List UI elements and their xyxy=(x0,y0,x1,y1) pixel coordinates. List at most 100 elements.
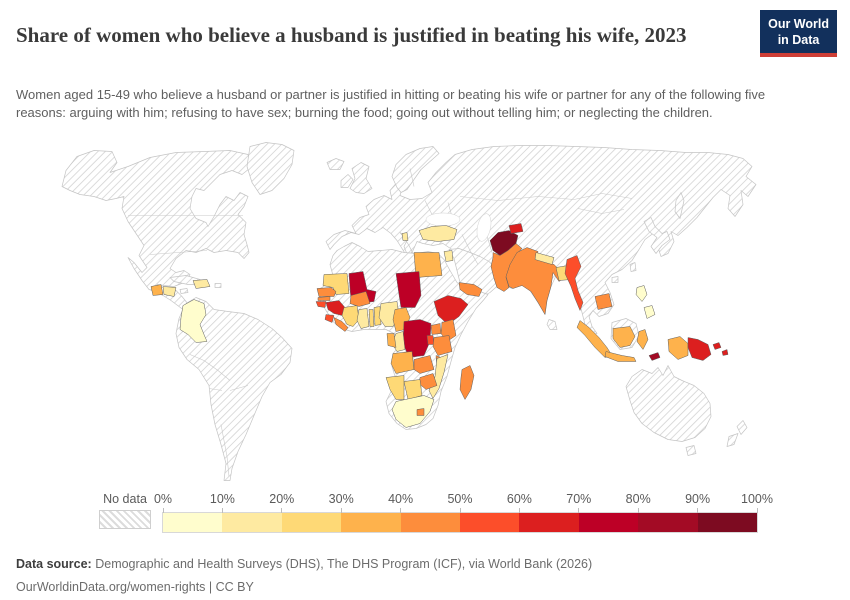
country-myanmar[interactable] xyxy=(564,255,584,311)
legend-tick-label: 70% xyxy=(566,492,592,506)
landmass-ireland xyxy=(340,174,354,188)
country-haiti[interactable] xyxy=(192,279,211,289)
no-data-label: No data xyxy=(103,492,147,506)
legend-tick-label: 40% xyxy=(388,492,414,506)
legend-bin-90%-100%[interactable] xyxy=(697,513,758,532)
country-indonesia-papua[interactable] xyxy=(667,336,689,360)
country-namibia[interactable] xyxy=(385,375,405,400)
landmass-north-america xyxy=(61,150,253,320)
landmass-puerto-rico xyxy=(214,283,222,288)
country-indonesia-java[interactable] xyxy=(604,351,637,362)
legend-tick-mark xyxy=(221,508,223,513)
country-guatemala[interactable] xyxy=(150,284,164,296)
country-lesotho[interactable] xyxy=(416,408,425,416)
country-chad[interactable] xyxy=(395,271,422,308)
landmass-tasmania xyxy=(685,445,697,456)
country-liberia[interactable] xyxy=(333,317,349,332)
country-honduras[interactable] xyxy=(162,286,177,297)
country-nepal[interactable] xyxy=(534,252,555,265)
country-png-bougainville[interactable] xyxy=(721,349,729,356)
country-cambodia[interactable] xyxy=(594,293,613,310)
legend-tick-mark xyxy=(281,508,283,513)
chart-subtitle: Women aged 15-49 who believe a husband o… xyxy=(16,87,766,121)
legend-tick-label: 10% xyxy=(209,492,235,506)
legend-tick-mark xyxy=(578,508,580,513)
country-botswana[interactable] xyxy=(403,379,423,400)
legend-bin-50%-60%[interactable] xyxy=(460,513,520,532)
country-mauritania[interactable] xyxy=(322,273,350,295)
country-egypt[interactable] xyxy=(413,252,443,278)
caspian-sea xyxy=(476,213,492,242)
country-senegal[interactable] xyxy=(316,287,337,297)
landmass-japan xyxy=(643,217,671,254)
legend-bin-20%-30%[interactable] xyxy=(281,513,342,532)
country-turkey[interactable] xyxy=(418,225,458,242)
country-indonesia-sulawesi[interactable] xyxy=(636,329,649,350)
country-uganda[interactable] xyxy=(430,323,442,335)
legend-tick-mark xyxy=(697,508,699,513)
page-title: Share of women who believe a husband is … xyxy=(16,23,687,48)
landmass-australia xyxy=(625,365,712,442)
country-guinea-bissau[interactable] xyxy=(315,301,327,308)
legend-bin-40%-50%[interactable] xyxy=(400,513,461,532)
country-burkina-faso[interactable] xyxy=(349,291,371,307)
legend-tick-label: 20% xyxy=(269,492,295,506)
legend-color-bar xyxy=(162,508,758,533)
country-ghana[interactable] xyxy=(356,308,370,329)
country-gambia[interactable] xyxy=(317,296,331,301)
landmass-sakhalin xyxy=(674,192,685,219)
country-zambia[interactable] xyxy=(413,355,435,374)
country-benin[interactable] xyxy=(373,306,382,326)
world-map-svg xyxy=(61,142,757,481)
country-png-new-britain[interactable] xyxy=(712,342,722,350)
no-data-swatch[interactable] xyxy=(99,510,151,529)
landmass-greenland xyxy=(246,142,295,195)
landmass-jamaica xyxy=(179,288,189,294)
country-albania[interactable] xyxy=(401,232,409,241)
country-philippines-luzon[interactable] xyxy=(635,285,648,302)
legend-tick-mark xyxy=(162,508,164,513)
country-timor-leste[interactable] xyxy=(648,352,661,361)
owid-logo[interactable]: Our World in Data xyxy=(760,10,837,57)
country-togo[interactable] xyxy=(368,309,375,327)
country-gabon[interactable] xyxy=(386,333,397,348)
legend-bin-0%-10%[interactable] xyxy=(163,513,223,532)
legend-bin-70%-80%[interactable] xyxy=(578,513,639,532)
no-data-legend: No data xyxy=(99,492,151,529)
license-line[interactable]: OurWorldinData.org/women-rights | CC BY xyxy=(16,579,254,594)
country-jordan[interactable] xyxy=(443,250,454,262)
black-sea xyxy=(425,212,461,227)
legend-tick-label: 30% xyxy=(328,492,354,506)
landmass-britain xyxy=(349,162,373,194)
landmass-south-america xyxy=(175,297,293,481)
logo-line-2: in Data xyxy=(777,33,820,48)
legend-bin-10%-20%[interactable] xyxy=(222,513,282,532)
country-tanzania[interactable] xyxy=(432,335,453,356)
country-tajikistan[interactable] xyxy=(508,223,524,234)
country-rwanda-burundi[interactable] xyxy=(426,335,435,345)
country-philippines-mindanao[interactable] xyxy=(643,305,656,319)
world-map xyxy=(0,138,850,494)
legend-bin-80%-90%[interactable] xyxy=(638,513,698,532)
country-pakistan[interactable] xyxy=(490,243,523,292)
legend-bin-60%-70%[interactable] xyxy=(519,513,579,532)
legend-tick-label: 50% xyxy=(447,492,473,506)
country-sierra-leone[interactable] xyxy=(324,314,335,323)
color-scale: 0% 10% 20% 30% 40% 50% 60% 70% 80% 90% 100% xyxy=(154,492,773,533)
country-angola[interactable] xyxy=(390,351,415,374)
landmass-scandinavia xyxy=(391,146,440,193)
country-ethiopia[interactable] xyxy=(433,295,469,325)
country-indonesia-borneo[interactable] xyxy=(612,326,636,348)
legend-tick-label: 100% xyxy=(741,492,773,506)
internal-borders xyxy=(128,168,633,477)
landmass-new-zealand-south xyxy=(726,433,739,447)
legend-tick-label: 80% xyxy=(625,492,651,506)
legend-bin-30%-40%[interactable] xyxy=(341,513,401,532)
legend-tick-mark xyxy=(637,508,639,513)
country-south-africa[interactable] xyxy=(391,395,435,428)
country-colombia[interactable] xyxy=(179,299,208,343)
country-yemen[interactable] xyxy=(458,282,483,297)
landmass-new-zealand-north xyxy=(736,420,748,435)
country-madagascar[interactable] xyxy=(459,365,475,400)
country-papua-new-guinea[interactable] xyxy=(687,337,712,361)
